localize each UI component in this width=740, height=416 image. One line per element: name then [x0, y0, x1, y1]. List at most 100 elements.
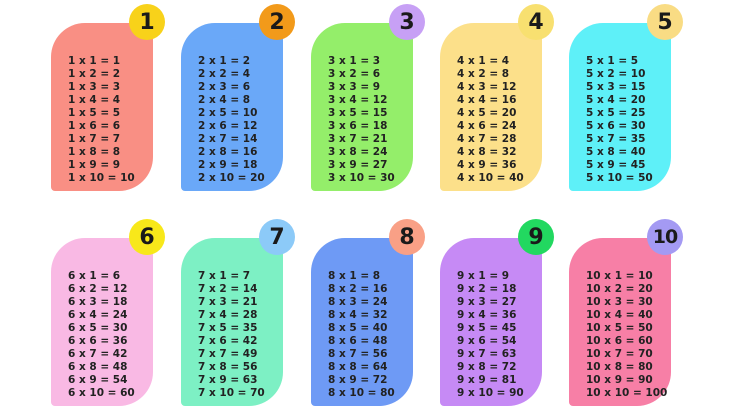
table-line: 4 x 7 = 28	[457, 133, 517, 145]
table-line: 5 x 3 = 15	[586, 81, 646, 93]
table-line: 9 x 3 = 27	[457, 296, 517, 308]
times-table-card-10: 10 x 1 = 10 10 x 2 = 20 10 x 3 = 30 10 x 4 …	[569, 238, 671, 406]
table-line: 1 x 5 = 5	[68, 107, 121, 119]
table-line: 5 x 1 = 5	[586, 55, 639, 67]
table-line: 8 x 5 = 40	[328, 322, 388, 334]
table-line: 9 x 2 = 18	[457, 283, 517, 295]
table-line: 10 x 9 = 90	[586, 374, 653, 386]
table-line: 10 x 1 = 10	[586, 270, 653, 282]
table-number-badge: 10	[647, 219, 683, 255]
table-line: 4 x 3 = 12	[457, 81, 517, 93]
table-line: 10 x 8 = 80	[586, 361, 653, 373]
table-line: 9 x 7 = 63	[457, 348, 517, 360]
table-line: 5 x 9 = 45	[586, 159, 646, 171]
table-line: 1 x 2 = 2	[68, 68, 121, 80]
table-line: 1 x 1 = 1	[68, 55, 121, 67]
table-line: 3 x 8 = 24	[328, 146, 388, 158]
table-line: 1 x 3 = 3	[68, 81, 121, 93]
table-line: 6 x 8 = 48	[68, 361, 128, 373]
table-line: 6 x 2 = 12	[68, 283, 128, 295]
table-line: 7 x 1 = 7	[198, 270, 251, 282]
table-line: 5 x 4 = 20	[586, 94, 646, 106]
table-line: 9 x 10 = 90	[457, 387, 524, 399]
table-number-badge: 5	[647, 4, 683, 40]
table-line: 4 x 4 = 16	[457, 94, 517, 106]
table-line: 7 x 2 = 14	[198, 283, 258, 295]
table-line: 6 x 7 = 42	[68, 348, 128, 360]
table-line: 2 x 3 = 6	[198, 81, 251, 93]
table-number-badge: 2	[259, 4, 295, 40]
table-line: 6 x 10 = 60	[68, 387, 135, 399]
table-line: 5 x 5 = 25	[586, 107, 646, 119]
table-line: 6 x 1 = 6	[68, 270, 121, 282]
table-line: 1 x 9 = 9	[68, 159, 121, 171]
table-line: 3 x 5 = 15	[328, 107, 388, 119]
table-line: 8 x 2 = 16	[328, 283, 388, 295]
table-line: 5 x 2 = 10	[586, 68, 646, 80]
table-line: 4 x 8 = 32	[457, 146, 517, 158]
table-line: 2 x 1 = 2	[198, 55, 251, 67]
table-line: 1 x 6 = 6	[68, 120, 121, 132]
table-line: 7 x 3 = 21	[198, 296, 258, 308]
table-line: 9 x 4 = 36	[457, 309, 517, 321]
table-line: 7 x 9 = 63	[198, 374, 258, 386]
table-line: 3 x 10 = 30	[328, 172, 395, 184]
table-line: 5 x 6 = 30	[586, 120, 646, 132]
table-line: 9 x 1 = 9	[457, 270, 510, 282]
table-line: 6 x 4 = 24	[68, 309, 128, 321]
table-line: 10 x 3 = 30	[586, 296, 653, 308]
table-line: 5 x 7 = 35	[586, 133, 646, 145]
table-line: 2 x 2 = 4	[198, 68, 251, 80]
table-line: 7 x 5 = 35	[198, 322, 258, 334]
table-line: 8 x 3 = 24	[328, 296, 388, 308]
table-line: 1 x 8 = 8	[68, 146, 121, 158]
table-line: 4 x 9 = 36	[457, 159, 517, 171]
table-line: 10 x 10 = 100	[586, 387, 668, 399]
table-number-badge: 3	[389, 4, 425, 40]
table-line: 2 x 5 = 10	[198, 107, 258, 119]
table-line: 9 x 8 = 72	[457, 361, 517, 373]
table-line: 10 x 6 = 60	[586, 335, 653, 347]
table-line: 7 x 4 = 28	[198, 309, 258, 321]
table-line: 8 x 7 = 56	[328, 348, 388, 360]
table-number-badge: 9	[518, 219, 554, 255]
table-line: 3 x 4 = 12	[328, 94, 388, 106]
table-line: 5 x 8 = 40	[586, 146, 646, 158]
table-line: 9 x 9 = 81	[457, 374, 517, 386]
table-line: 8 x 8 = 64	[328, 361, 388, 373]
table-line: 10 x 7 = 70	[586, 348, 653, 360]
table-line: 8 x 1 = 8	[328, 270, 381, 282]
table-line: 2 x 4 = 8	[198, 94, 251, 106]
table-line: 10 x 2 = 20	[586, 283, 653, 295]
table-line: 3 x 2 = 6	[328, 68, 381, 80]
table-line: 4 x 10 = 40	[457, 172, 524, 184]
table-line: 10 x 4 = 40	[586, 309, 653, 321]
table-line: 7 x 8 = 56	[198, 361, 258, 373]
table-line: 2 x 10 = 20	[198, 172, 265, 184]
table-line: 7 x 10 = 70	[198, 387, 265, 399]
table-line: 8 x 6 = 48	[328, 335, 388, 347]
table-line: 6 x 3 = 18	[68, 296, 128, 308]
table-lines: 10 x 1 = 10 10 x 2 = 20 10 x 3 = 30 10 x 4 …	[586, 270, 667, 400]
table-line: 7 x 7 = 49	[198, 348, 258, 360]
table-line: 4 x 2 = 8	[457, 68, 510, 80]
table-line: 2 x 8 = 16	[198, 146, 258, 158]
table-line: 3 x 7 = 21	[328, 133, 388, 145]
table-line: 3 x 1 = 3	[328, 55, 381, 67]
table-number-badge: 7	[259, 219, 295, 255]
table-number-badge: 8	[389, 219, 425, 255]
table-line: 2 x 7 = 14	[198, 133, 258, 145]
